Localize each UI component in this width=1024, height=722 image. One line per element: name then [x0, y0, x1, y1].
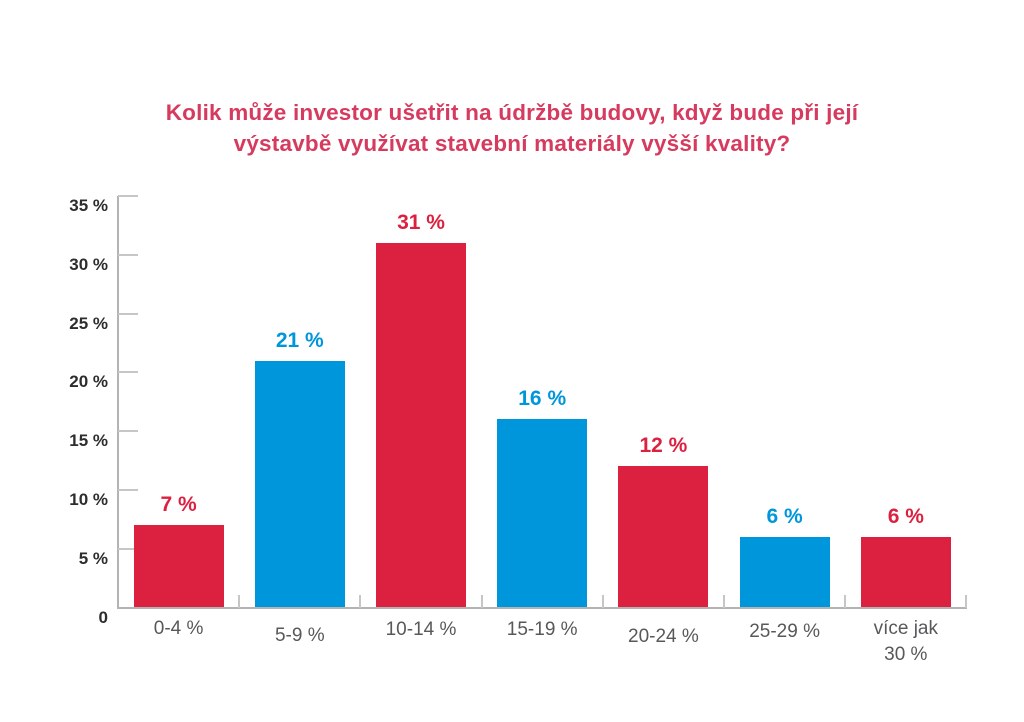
y-axis-label-0: 0 — [98, 607, 108, 627]
bar-25-29-% — [739, 536, 830, 608]
x-axis-line — [117, 606, 968, 609]
x-axis-label-0: 0-4 % — [153, 618, 204, 639]
x-tick-4 — [601, 594, 604, 608]
x-axis-label-6: více jak 30 % — [873, 618, 938, 665]
bar-value-label-5: 6 % — [766, 504, 803, 528]
x-axis-label-3: 15-19 % — [506, 619, 578, 640]
y-tick-30 — [118, 253, 138, 256]
x-axis-label-1: 5-9 % — [274, 625, 325, 646]
y-axis-label-35: 35 % — [69, 196, 108, 215]
y-tick-15 — [118, 430, 138, 433]
bar-5-9-% — [254, 360, 345, 608]
y-tick-20 — [118, 371, 138, 374]
bar-value-label-4: 12 % — [639, 434, 688, 458]
bar-15-19-% — [497, 419, 588, 608]
y-axis-line — [117, 196, 119, 608]
bar-value-label-6: 6 % — [887, 504, 924, 528]
bar-10-14-% — [376, 243, 466, 608]
bar-0-4-% — [133, 525, 224, 608]
x-tick-1 — [238, 594, 241, 608]
bar-value-label-1: 21 % — [275, 328, 324, 352]
x-tick-7 — [965, 594, 968, 608]
x-tick-6 — [844, 594, 847, 608]
x-tick-3 — [480, 594, 483, 608]
y-axis-label-5: 5 % — [78, 548, 108, 568]
bar-více-jak-30-% — [860, 536, 951, 608]
x-tick-5 — [723, 594, 725, 608]
y-tick-35 — [118, 195, 138, 197]
bar-20-24-% — [618, 466, 709, 608]
y-tick-25 — [118, 312, 138, 315]
bar-value-label-0: 7 % — [160, 493, 197, 517]
y-tick-10 — [118, 488, 138, 491]
y-axis-label-10: 10 % — [69, 489, 108, 509]
y-axis-label-25: 25 % — [69, 313, 108, 333]
x-axis-label-5: 25-29 % — [749, 621, 820, 642]
chart-title-line-1: Kolik může investor ušetřit na údržbě bu… — [165, 100, 859, 125]
y-axis-label-20: 20 % — [69, 372, 108, 392]
y-tick-5 — [118, 547, 138, 550]
x-tick-2 — [359, 594, 362, 608]
x-axis-label-2: 10-14 % — [385, 619, 457, 640]
chart-title: Kolik může investor ušetřit na údržbě bu… — [0, 97, 1024, 159]
y-axis-label-15: 15 % — [69, 431, 108, 451]
bar-value-label-3: 16 % — [518, 387, 567, 411]
x-axis-label-4: 20-24 % — [628, 626, 699, 647]
bar-value-label-2: 31 % — [397, 211, 445, 235]
chart-title-line-2: výstavbě využívat stavební materiály vyš… — [233, 131, 791, 156]
y-axis-label-30: 30 % — [69, 254, 108, 274]
